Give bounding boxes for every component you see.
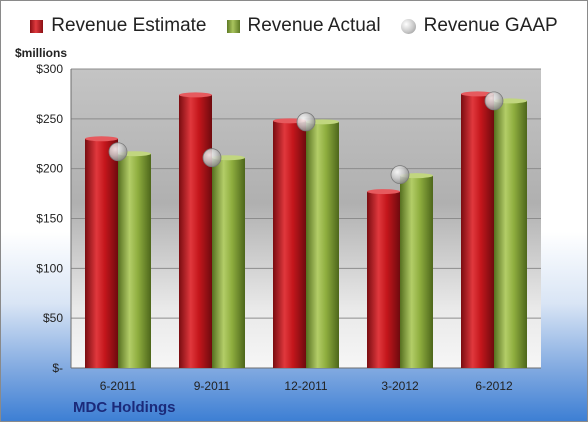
bar-revenue-actual bbox=[306, 121, 339, 368]
legend-label-estimate: Revenue Estimate bbox=[51, 15, 207, 36]
legend-item-estimate: Revenue Estimate bbox=[30, 15, 207, 37]
x-tick-label: 6-2012 bbox=[475, 379, 513, 393]
legend-swatch-estimate bbox=[30, 19, 44, 33]
y-tick-label: $300 bbox=[36, 62, 63, 76]
bar-revenue-estimate bbox=[367, 191, 400, 368]
legend-item-actual: Revenue Actual bbox=[226, 15, 381, 37]
y-tick-label: $100 bbox=[36, 261, 63, 275]
bar-revenue-estimate bbox=[179, 94, 212, 368]
y-tick-label: $150 bbox=[36, 212, 63, 226]
y-tick-label: $250 bbox=[36, 112, 63, 126]
bar-revenue-actual bbox=[494, 100, 527, 368]
bar-top-revenue-estimate bbox=[179, 92, 212, 98]
bar-revenue-actual bbox=[400, 175, 433, 368]
bar-top-revenue-estimate bbox=[85, 136, 118, 142]
legend-swatch-actual bbox=[226, 19, 240, 33]
marker-revenue-gaap bbox=[484, 91, 504, 111]
bar-top-revenue-estimate bbox=[367, 189, 400, 195]
company-name: MDC Holdings bbox=[73, 399, 176, 416]
x-tick-label: 6-2011 bbox=[100, 379, 137, 393]
bar-revenue-estimate bbox=[273, 120, 306, 369]
bar-revenue-estimate bbox=[85, 138, 118, 368]
y-tick-label: $- bbox=[52, 361, 63, 375]
legend-label-gaap: Revenue GAAP bbox=[423, 15, 558, 36]
legend-swatch-gaap bbox=[400, 18, 416, 34]
bar-revenue-actual bbox=[118, 153, 151, 368]
x-tick-label: 9-2011 bbox=[194, 379, 231, 393]
legend-label-actual: Revenue Actual bbox=[247, 15, 381, 36]
legend-item-gaap: Revenue GAAP bbox=[400, 15, 558, 37]
marker-revenue-gaap bbox=[202, 148, 222, 168]
marker-revenue-gaap bbox=[390, 165, 410, 185]
legend: Revenue Estimate Revenue Actual Revenue … bbox=[1, 15, 587, 37]
y-axis-units-label: $millions bbox=[15, 46, 68, 60]
y-tick-label: $200 bbox=[36, 162, 63, 176]
marker-revenue-gaap bbox=[108, 142, 128, 162]
x-tick-label: 3-2012 bbox=[381, 379, 419, 393]
x-tick-label: 12-2011 bbox=[284, 379, 327, 393]
bar-top-revenue-estimate bbox=[461, 91, 494, 97]
bar-revenue-actual bbox=[212, 157, 245, 368]
bar-revenue-estimate bbox=[461, 93, 494, 369]
marker-revenue-gaap bbox=[296, 112, 316, 132]
y-tick-label: $50 bbox=[43, 311, 63, 325]
